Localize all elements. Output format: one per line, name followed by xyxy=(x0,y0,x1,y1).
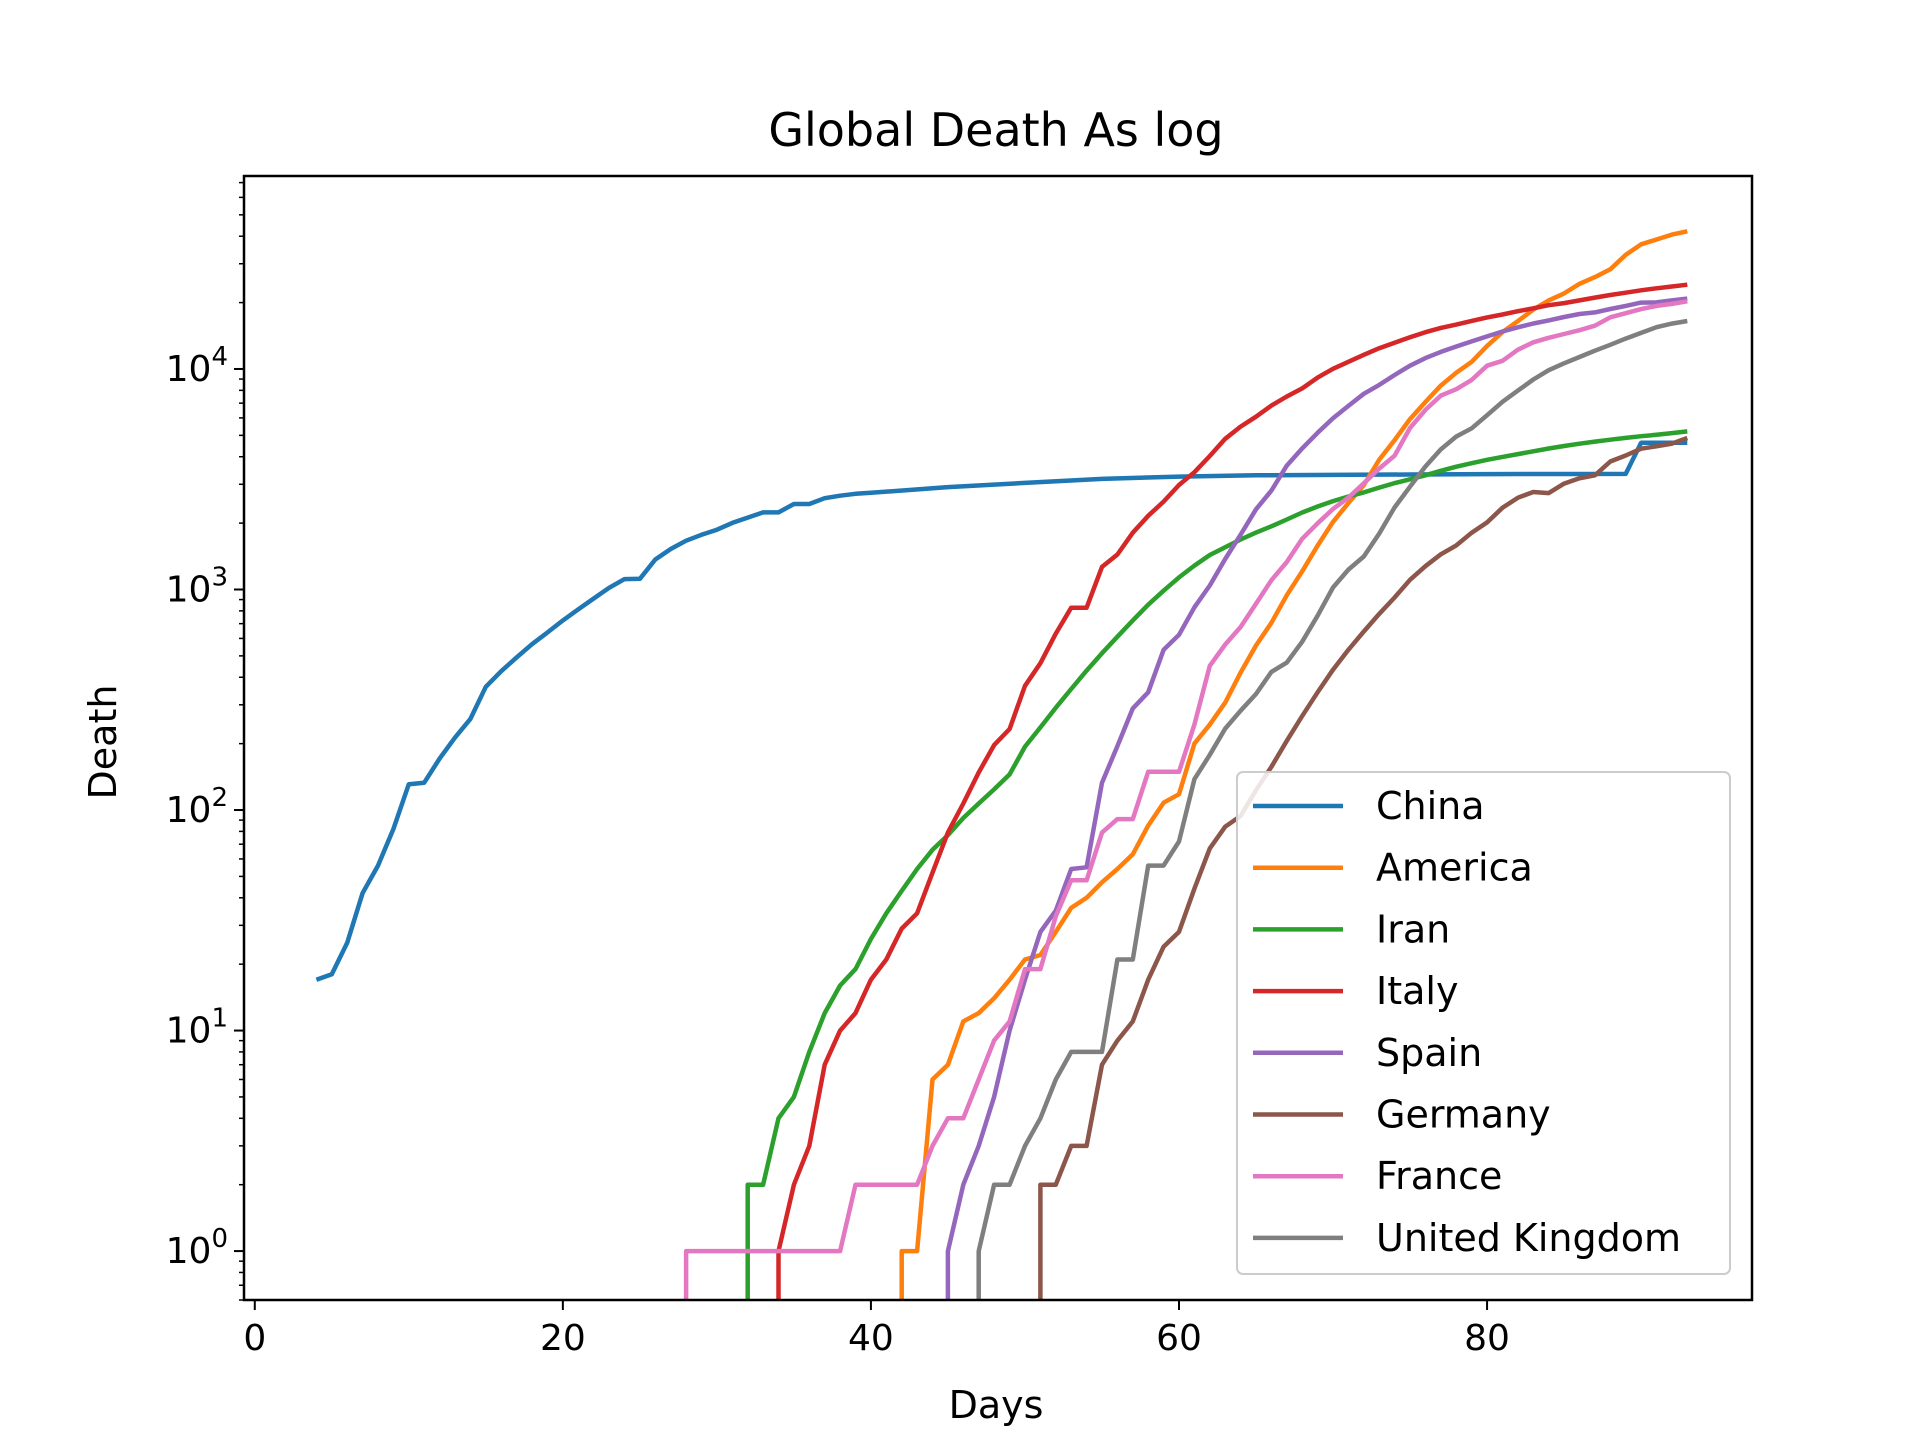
legend-label-china: China xyxy=(1376,784,1485,828)
y-tick-label: 100 xyxy=(166,1224,228,1272)
x-axis-label: Days xyxy=(949,1383,1044,1427)
y-axis-ticks: 100 101 102 103 104 xyxy=(166,181,244,1301)
y-tick-label: 103 xyxy=(166,562,228,610)
series-line-germany xyxy=(1038,435,1689,1300)
series-line-america xyxy=(899,229,1688,1300)
legend-label-italy: Italy xyxy=(1376,969,1458,1013)
plot-frame xyxy=(242,174,1754,1302)
legend-label-france: France xyxy=(1376,1154,1502,1198)
series-layer xyxy=(315,229,1689,1300)
series-line-united-kingdom xyxy=(976,318,1688,1300)
x-axis-ticks: 0 20 40 60 80 xyxy=(243,1300,1510,1359)
series-line-china xyxy=(315,440,1688,982)
legend-label-america: America xyxy=(1376,846,1533,890)
series-line-spain xyxy=(945,296,1688,1300)
legend-label-spain: Spain xyxy=(1376,1031,1482,1075)
legend-label-united-kingdom: United Kingdom xyxy=(1376,1216,1681,1260)
legend-label-iran: Iran xyxy=(1376,907,1450,951)
x-tick-label: 60 xyxy=(1156,1318,1202,1359)
legend: China America Iran Italy Spain Germany France U… xyxy=(1236,771,1731,1275)
x-tick-label: 20 xyxy=(540,1318,586,1359)
chart-title: Global Death As log xyxy=(768,103,1223,157)
x-tick-label: 40 xyxy=(848,1318,894,1359)
series-line-iran xyxy=(745,429,1688,1300)
legend-frame xyxy=(1236,771,1731,1275)
legend-label-germany: Germany xyxy=(1376,1093,1551,1137)
x-tick-label: 80 xyxy=(1464,1318,1510,1359)
y-tick-label: 102 xyxy=(166,783,228,831)
x-tick-label: 0 xyxy=(243,1318,266,1359)
y-tick-label: 101 xyxy=(166,1004,228,1052)
series-line-italy xyxy=(776,282,1688,1300)
series-line-france xyxy=(683,299,1688,1300)
y-axis-label: Death xyxy=(81,685,125,800)
y-tick-label: 104 xyxy=(166,342,228,390)
